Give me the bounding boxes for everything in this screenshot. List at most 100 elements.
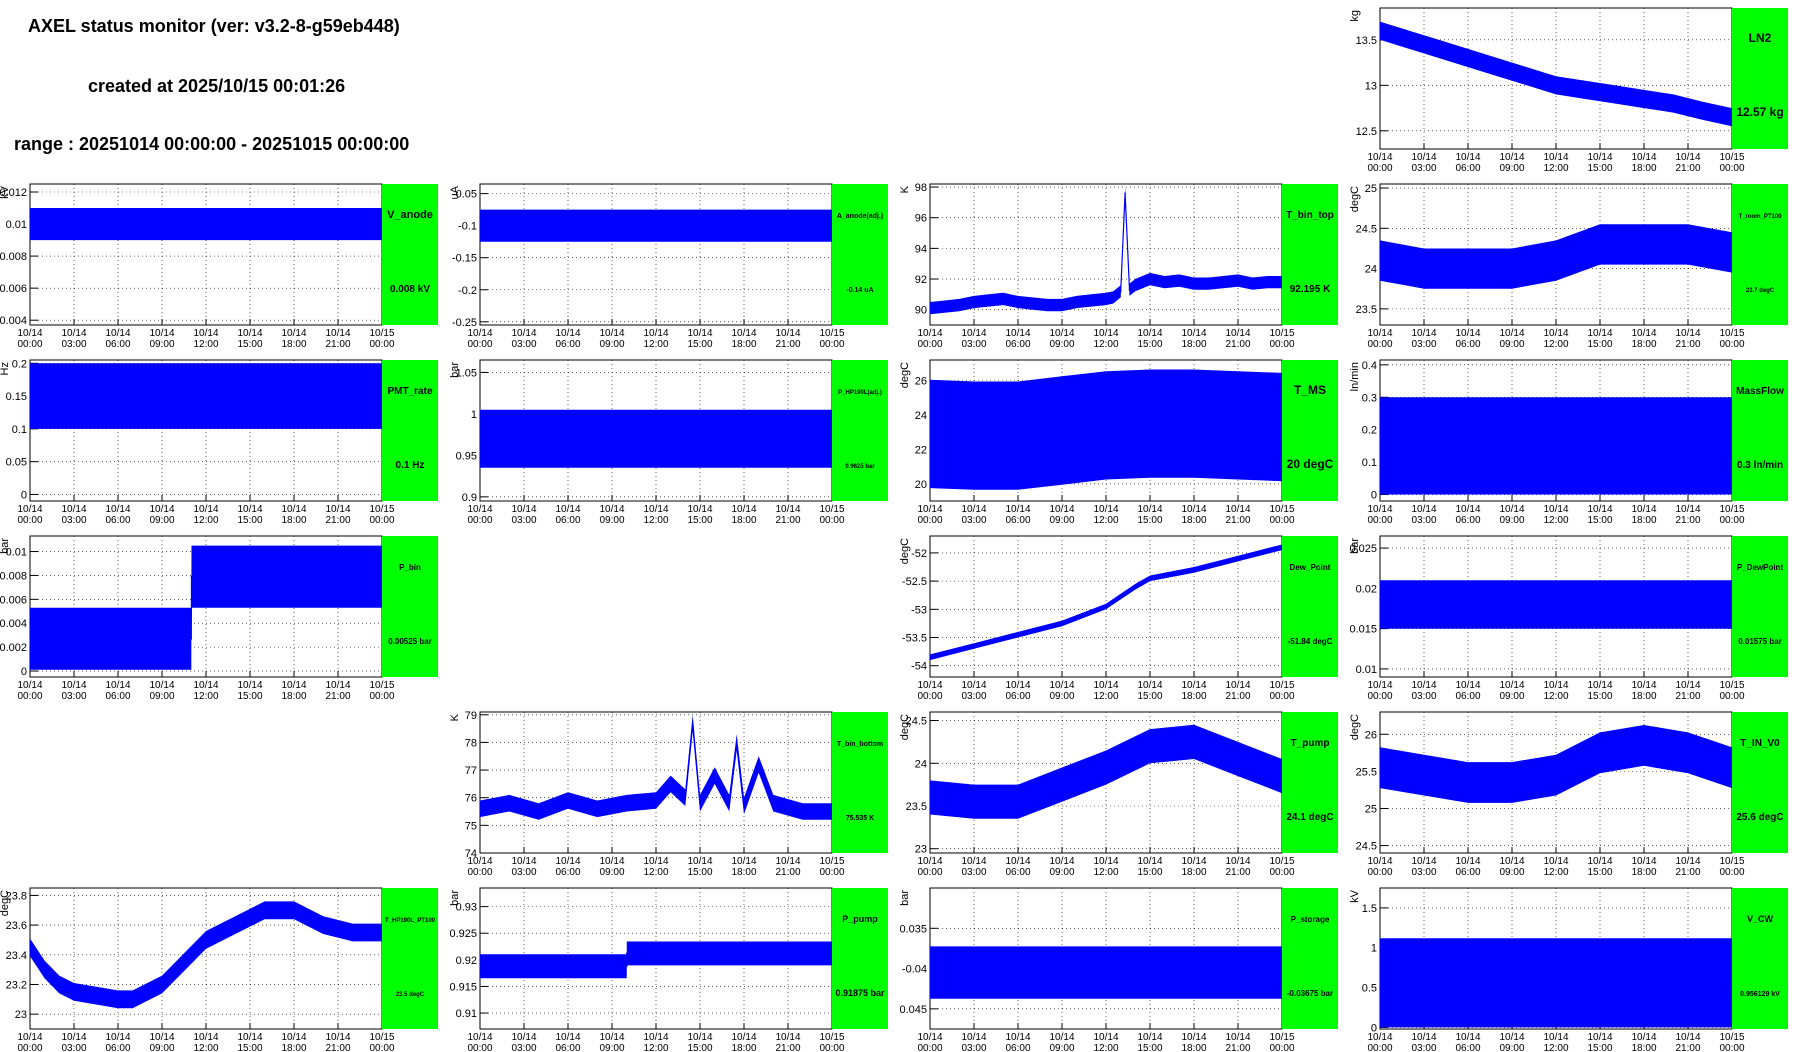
x-tick-date: 10/14 — [1181, 1032, 1206, 1043]
y-tick-label: 0.025 — [1349, 543, 1377, 555]
x-tick-time: 12:00 — [1093, 515, 1118, 526]
series-line — [30, 576, 382, 640]
data-point — [1193, 741, 1195, 743]
y-tick-label: 23.8 — [6, 890, 27, 902]
data-point — [1207, 282, 1210, 285]
data-point — [480, 438, 481, 440]
data-point — [537, 810, 540, 813]
chart-T_pump: 10/1400:0010/1403:0010/1406:0010/1409:00… — [899, 711, 1338, 878]
x-tick-time: 03:00 — [961, 691, 986, 702]
y-axis-label: ln/min — [1349, 362, 1361, 391]
x-tick-time: 15:00 — [1137, 1043, 1162, 1052]
data-point — [1163, 281, 1166, 283]
y-tick-label: 0.035 — [899, 923, 927, 935]
x-tick-date: 10/14 — [1675, 1032, 1700, 1043]
x-tick-date: 10/14 — [1093, 328, 1118, 339]
x-tick-date: 10/14 — [1225, 328, 1250, 339]
x-tick-time: 09:00 — [149, 515, 174, 526]
x-tick-date: 10/14 — [1543, 680, 1568, 691]
x-tick-time: 15:00 — [1137, 867, 1162, 878]
y-tick-label: 0.012 — [0, 187, 27, 199]
y-tick-label: 26 — [915, 376, 927, 388]
x-tick-time: 21:00 — [1225, 867, 1250, 878]
x-tick-date: 10/14 — [105, 504, 130, 515]
x-tick-date: 10/14 — [1225, 856, 1250, 867]
y-tick-label: 94 — [915, 243, 927, 255]
y-axis-label: K — [899, 185, 911, 193]
x-tick-time: 12:00 — [193, 339, 218, 350]
x-tick-time: 15:00 — [1587, 163, 1612, 174]
status-value: 75.535 K — [846, 815, 874, 822]
y-axis-label: bar — [449, 890, 461, 906]
x-tick-date: 10/15 — [1269, 504, 1294, 515]
x-tick-time: 00:00 — [1719, 339, 1744, 350]
status-box — [1282, 712, 1338, 853]
x-tick-time: 00:00 — [1367, 1043, 1392, 1052]
status-name: P_bin — [399, 563, 421, 572]
y-tick-label: 0.045 — [899, 1004, 927, 1016]
y-tick-label: 23.5 — [906, 801, 927, 813]
x-tick-time: 18:00 — [281, 1043, 306, 1052]
data-point — [234, 924, 237, 926]
status-name: T_bin_top — [1286, 210, 1334, 221]
x-tick-time: 12:00 — [643, 339, 668, 350]
status-value: 0.008 kV — [390, 284, 430, 295]
x-tick-date: 10/14 — [555, 856, 580, 867]
x-tick-time: 12:00 — [1093, 339, 1118, 350]
status-box — [1732, 888, 1788, 1029]
status-value: 92.195 K — [1290, 284, 1331, 295]
data-point — [1380, 29, 1381, 32]
x-tick-date: 10/14 — [961, 504, 986, 515]
x-tick-time: 21:00 — [1225, 339, 1250, 350]
x-tick-time: 00:00 — [1367, 867, 1392, 878]
x-tick-date: 10/14 — [1225, 1032, 1250, 1043]
x-tick-time: 12:00 — [193, 1043, 218, 1052]
x-tick-time: 15:00 — [1587, 1043, 1612, 1052]
y-tick-label: 77 — [465, 765, 477, 777]
x-tick-date: 10/14 — [643, 1032, 668, 1043]
data-point — [831, 952, 832, 955]
data-point — [43, 968, 46, 971]
data-point — [1408, 39, 1411, 41]
x-tick-date: 10/14 — [1587, 680, 1612, 691]
data-point — [1599, 752, 1601, 754]
x-tick-date: 10/14 — [149, 1032, 174, 1043]
x-tick-time: 03:00 — [511, 515, 536, 526]
y-tick-label: 0.01 — [1356, 664, 1377, 676]
status-name: T_HP190L_PT100 — [385, 918, 436, 924]
x-tick-date: 10/14 — [555, 1032, 580, 1043]
x-tick-date: 10/14 — [61, 328, 86, 339]
x-tick-time: 12:00 — [643, 515, 668, 526]
data-point — [1511, 781, 1513, 784]
y-tick-label: 24.5 — [906, 716, 927, 728]
y-tick-label: 0 — [21, 666, 27, 678]
data-point — [381, 223, 382, 225]
status-name: A_anode(adj.) — [837, 213, 883, 220]
y-tick-label: 0.1 — [12, 424, 27, 436]
x-tick-time: 21:00 — [775, 867, 800, 878]
x-tick-time: 09:00 — [1499, 1043, 1524, 1052]
x-tick-date: 10/14 — [1411, 328, 1436, 339]
data-point — [190, 638, 193, 640]
status-box — [832, 184, 888, 325]
data-point — [1031, 302, 1034, 305]
status-name: T_pump — [1291, 738, 1330, 749]
x-tick-date: 10/15 — [1269, 1032, 1294, 1043]
chart-PMT_rate: 10/1400:0010/1403:0010/1406:0010/1409:00… — [0, 358, 438, 526]
x-tick-date: 10/14 — [961, 680, 986, 691]
x-tick-time: 06:00 — [1455, 867, 1480, 878]
status-name: P_storage — [1291, 915, 1330, 924]
x-tick-date: 10/14 — [193, 328, 218, 339]
data-point — [973, 800, 975, 803]
x-tick-time: 09:00 — [599, 1043, 624, 1052]
data-point — [973, 301, 975, 303]
data-point — [1046, 304, 1049, 306]
y-tick-label: 0.4 — [1362, 360, 1377, 372]
x-tick-date: 10/14 — [1411, 1032, 1436, 1043]
y-tick-label: 0.2 — [12, 358, 27, 370]
data-point — [1075, 301, 1078, 303]
x-tick-time: 09:00 — [1499, 163, 1524, 174]
x-tick-time: 03:00 — [961, 339, 986, 350]
y-tick-label: 0 — [1371, 1022, 1377, 1034]
x-tick-date: 10/14 — [1367, 856, 1392, 867]
